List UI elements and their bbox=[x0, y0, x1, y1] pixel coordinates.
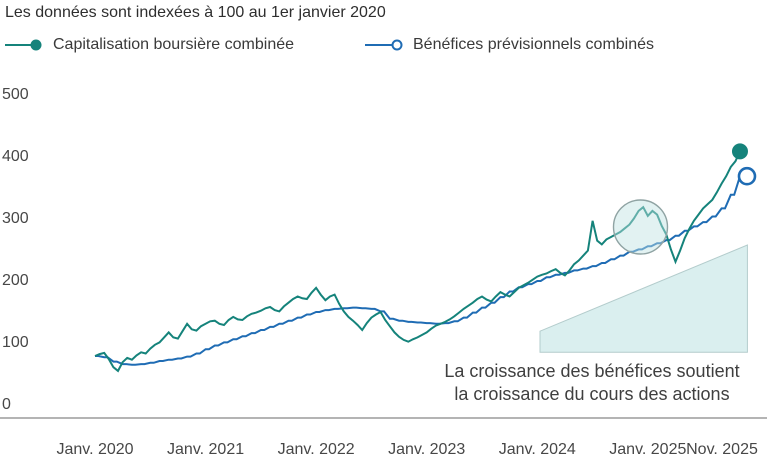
x-axis-tick-label: Nov. 2025 bbox=[686, 441, 758, 458]
annotation-caption-line-2: la croissance du cours des actions bbox=[454, 384, 730, 404]
x-axis-tick-label: Janv. 2021 bbox=[167, 441, 245, 458]
x-axis-tick-label: Janv. 2023 bbox=[388, 441, 466, 458]
legend-label-earnings: Bénéfices prévisionnels combinés bbox=[413, 36, 655, 53]
y-axis-tick-label: 100 bbox=[2, 334, 29, 351]
highlight-circle bbox=[612, 199, 669, 255]
legend-label-market-cap: Capitalisation boursière combinée bbox=[53, 36, 295, 53]
legend-item-market-cap: Capitalisation boursière combinée bbox=[4, 36, 294, 54]
y-axis-tick-label: 200 bbox=[2, 272, 29, 289]
y-axis-tick-label: 400 bbox=[2, 148, 29, 165]
y-axis-tick-label: 300 bbox=[2, 210, 29, 227]
y-axis-tick-label: 0 bbox=[2, 396, 11, 413]
x-axis-tick-label: Janv. 2025 bbox=[609, 441, 687, 458]
x-axis-tick-label: Janv. 2022 bbox=[277, 441, 355, 458]
legend-item-earnings: Bénéfices prévisionnels combinés bbox=[364, 36, 654, 54]
x-axis-tick-label: Janv. 2020 bbox=[56, 441, 134, 458]
annotation-caption-line-1: La croissance des bénéfices soutient bbox=[444, 361, 740, 381]
market-cap-legend-marker bbox=[5, 39, 42, 51]
earnings-end-dot bbox=[737, 166, 757, 186]
chart-title: Les données sont indexées à 100 au 1er j… bbox=[5, 4, 386, 21]
y-axis-tick-label: 500 bbox=[2, 86, 29, 103]
earnings-line bbox=[95, 175, 741, 366]
earnings-legend-marker bbox=[365, 39, 403, 51]
growth-triangle bbox=[539, 244, 748, 353]
market-cap-line bbox=[94, 150, 741, 373]
x-axis-tick-label: Janv. 2024 bbox=[498, 441, 576, 458]
market-cap-end-dot bbox=[731, 143, 748, 160]
